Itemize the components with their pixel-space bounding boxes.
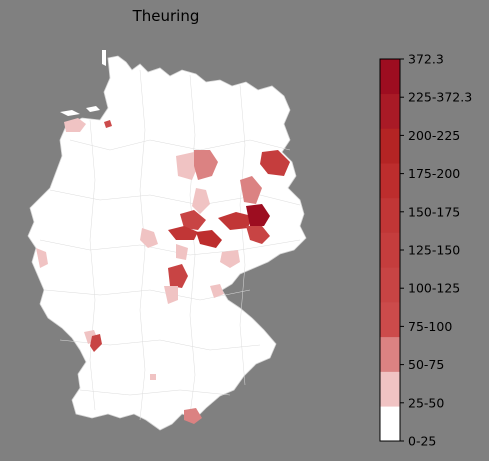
region-hamburg-red <box>104 120 112 128</box>
legend-tick-label-6: 125-150 <box>408 243 460 258</box>
legend-segment-1 <box>380 406 400 442</box>
legend-ticks: 0-25 25-50 50-75 75-100 100-125 125-150 150-17… <box>400 52 472 449</box>
region-franconia-pink <box>164 286 178 304</box>
region-north-pink <box>64 118 86 132</box>
region-thuringia-red <box>180 210 206 230</box>
map-title: Theuring <box>132 7 200 25</box>
region-palatinate-red <box>90 334 102 352</box>
legend-segment-10 <box>380 93 400 129</box>
legend-tick-label-10: 225-372.3 <box>408 90 472 105</box>
legend-segments <box>380 59 400 442</box>
legend-segment-7 <box>380 197 400 233</box>
legend-segment-6 <box>380 232 400 268</box>
legend-segment-9 <box>380 128 400 164</box>
legend-tick-label-11: 372.3 <box>408 52 444 67</box>
legend-segment-8 <box>380 163 400 199</box>
region-franconia-red <box>168 264 188 288</box>
legend-tick-label-7: 150-175 <box>408 204 460 219</box>
highlighted-regions <box>36 118 290 424</box>
region-central-red <box>168 226 198 240</box>
region-saxony-east <box>246 226 270 244</box>
legend-tick-label-9: 200-225 <box>408 128 460 143</box>
legend-segment-5 <box>380 267 400 303</box>
legend-tick-label-4: 75-100 <box>408 319 452 334</box>
legend-segment-3 <box>380 336 400 372</box>
region-central-red2 <box>196 230 222 248</box>
region-saxony-red <box>218 212 252 230</box>
region-saxony-dark <box>246 204 270 226</box>
region-swabia-pink <box>150 374 156 380</box>
sylt-island <box>102 50 106 66</box>
region-brandenburg-red <box>260 150 290 176</box>
legend-tick-label-5: 100-125 <box>408 281 460 296</box>
region-hanover-pink <box>176 152 198 180</box>
legend-tick-label-8: 175-200 <box>408 166 460 181</box>
region-alps-mid <box>184 408 202 424</box>
region-saxony-pink <box>220 250 240 268</box>
legend-tick-label-1: 0-25 <box>408 434 436 449</box>
region-hesse-pink <box>140 228 158 248</box>
region-palatinate-pink <box>36 248 48 268</box>
legend-tick-label-2: 25-50 <box>408 395 444 410</box>
region-bavaria-pink <box>210 284 224 298</box>
region-hesse-pink2 <box>176 244 188 260</box>
legend-segment-11 <box>380 59 400 95</box>
region-hanover-mid <box>194 150 218 180</box>
region-pink-small <box>192 188 210 214</box>
region-harz-mid <box>240 176 262 204</box>
legend-segment-2 <box>380 371 400 407</box>
district-borders <box>39 69 301 421</box>
legend-tick-label-3: 50-75 <box>408 357 444 372</box>
legend-segment-4 <box>380 302 400 338</box>
north-islands <box>60 106 100 116</box>
